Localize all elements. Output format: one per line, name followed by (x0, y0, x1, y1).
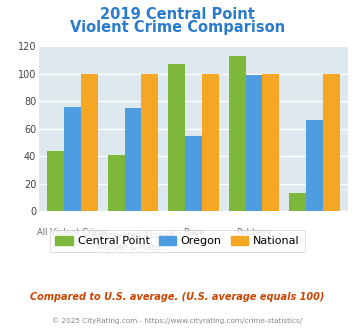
Text: Rape: Rape (183, 228, 204, 237)
Bar (202, 74, 219, 211)
Bar (125, 108, 141, 211)
Bar (323, 74, 339, 211)
Text: Robbery: Robbery (236, 228, 272, 237)
Legend: Central Point, Oregon, National: Central Point, Oregon, National (50, 230, 305, 252)
Bar (48, 151, 64, 211)
Bar (81, 74, 98, 211)
Bar (185, 136, 202, 211)
Bar (229, 56, 246, 211)
Text: © 2025 CityRating.com - https://www.cityrating.com/crime-statistics/: © 2025 CityRating.com - https://www.city… (53, 317, 302, 324)
Bar (168, 64, 185, 211)
Bar (64, 107, 81, 211)
Bar (246, 75, 262, 211)
Text: All Violent Crime: All Violent Crime (38, 228, 108, 237)
Bar (306, 120, 323, 211)
Bar (141, 74, 158, 211)
Bar (262, 74, 279, 211)
Text: Aggravated Assault: Aggravated Assault (92, 231, 174, 240)
Text: Compared to U.S. average. (U.S. average equals 100): Compared to U.S. average. (U.S. average … (30, 292, 325, 302)
Bar (289, 193, 306, 211)
Text: Murder & Mans...: Murder & Mans... (97, 243, 169, 252)
Bar (108, 155, 125, 211)
Text: 2019 Central Point: 2019 Central Point (100, 7, 255, 21)
Text: Violent Crime Comparison: Violent Crime Comparison (70, 20, 285, 35)
